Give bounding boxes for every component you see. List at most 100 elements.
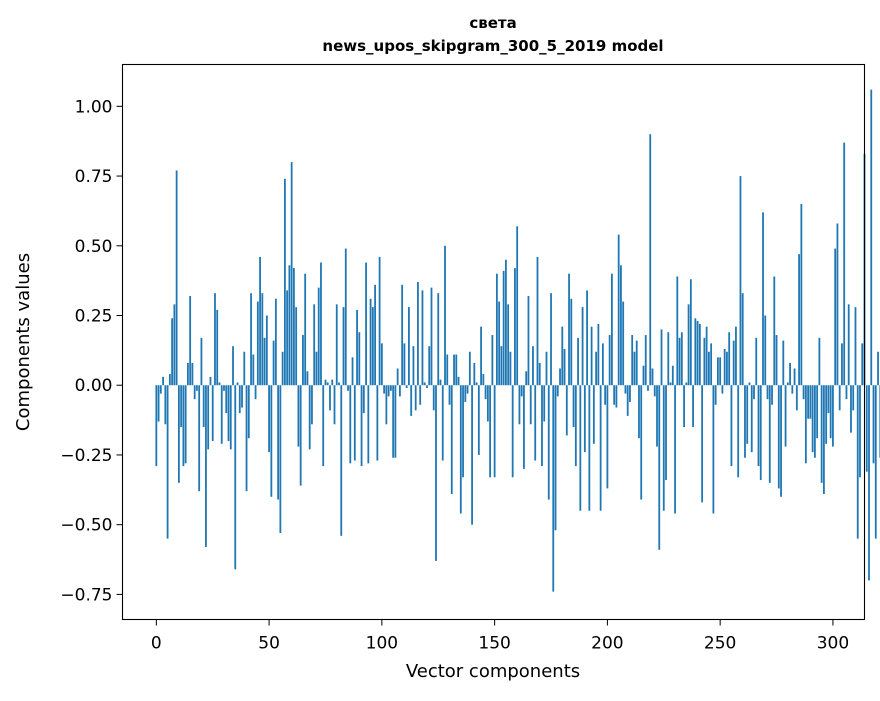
bar-116 (417, 282, 419, 386)
bar-261 (744, 385, 746, 458)
bar-280 (786, 382, 789, 386)
bar-285 (798, 254, 800, 386)
bar-92 (362, 385, 365, 414)
bar-119 (423, 382, 426, 386)
bar-298 (827, 385, 830, 414)
bar-86 (349, 385, 352, 464)
bar-15 (189, 295, 192, 386)
bar-11 (180, 385, 183, 428)
bar-82 (340, 385, 343, 536)
bar-252 (723, 348, 726, 386)
bar-113 (410, 385, 413, 416)
bar-36 (236, 382, 239, 386)
bar-84 (344, 248, 347, 386)
bar-100 (380, 343, 383, 386)
bar-149 (491, 335, 494, 386)
bar-153 (500, 346, 503, 386)
bar-175 (550, 293, 552, 386)
bar-170 (538, 362, 541, 386)
bar-93 (365, 262, 367, 386)
bar-225 (662, 385, 665, 511)
bar-220 (651, 368, 654, 386)
bar-159 (514, 268, 516, 386)
bar-174 (547, 385, 550, 500)
bar-109 (401, 284, 404, 386)
bar-1 (157, 385, 160, 422)
bar-46 (259, 256, 261, 386)
bar-248 (714, 385, 717, 405)
bar-249 (717, 357, 719, 386)
bar-247 (712, 385, 715, 514)
bar-96 (371, 307, 374, 386)
bar-294 (818, 337, 821, 386)
bar-278 (782, 340, 785, 386)
bar-193 (590, 326, 593, 386)
bar-120 (426, 385, 428, 389)
bar-240 (696, 321, 699, 386)
x-tick-label: 0 (151, 634, 162, 654)
bar-20 (200, 337, 203, 386)
bar-279 (784, 385, 787, 447)
bar-63 (297, 385, 300, 447)
bars-group (155, 89, 880, 592)
bar-296 (823, 385, 825, 494)
bar-162 (520, 385, 523, 397)
bar-243 (703, 337, 706, 386)
bar-48 (263, 337, 266, 386)
bar-118 (421, 290, 424, 386)
bar-171 (541, 385, 543, 467)
bar-271 (766, 385, 769, 400)
bar-164 (525, 371, 528, 386)
bar-126 (439, 379, 442, 386)
bar-59 (288, 265, 291, 386)
bar-259 (739, 176, 742, 386)
bar-30 (223, 385, 225, 391)
bar-13 (184, 385, 187, 464)
x-tick-label: 250 (704, 634, 736, 654)
bar-256 (732, 340, 735, 386)
bar-58 (286, 290, 289, 386)
x-tick-label: 150 (478, 634, 510, 654)
bar-21 (202, 385, 205, 428)
bar-52 (272, 340, 275, 386)
bar-148 (489, 385, 492, 478)
bar-226 (665, 385, 667, 481)
bar-214 (638, 385, 640, 439)
bar-53 (274, 298, 277, 386)
x-tick-label: 50 (258, 634, 280, 654)
bar-272 (768, 385, 771, 483)
bar-184 (570, 298, 573, 386)
bar-35 (234, 385, 237, 570)
bar-242 (701, 385, 704, 503)
bar-33 (229, 385, 232, 450)
bar-106 (394, 385, 397, 458)
bar-315 (865, 385, 868, 472)
bar-146 (484, 385, 487, 400)
bar-12 (182, 385, 185, 467)
bar-267 (757, 385, 760, 467)
bar-238 (692, 385, 694, 428)
bar-83 (342, 307, 345, 386)
bar-273 (771, 385, 773, 405)
bar-282 (791, 385, 794, 394)
bar-141 (473, 362, 476, 386)
bar-313 (861, 343, 864, 386)
bar-233 (680, 332, 683, 386)
bar-44 (254, 385, 257, 400)
bar-227 (667, 332, 670, 386)
bar-305 (843, 142, 846, 386)
bar-215 (640, 385, 643, 500)
bar-117 (419, 385, 422, 405)
bar-241 (698, 323, 701, 386)
y-tick-label: −0.50 (60, 516, 112, 536)
bar-131 (450, 385, 453, 494)
bar-25 (211, 385, 214, 442)
y-axis: 1.00 0.75 0.50 0.25 0.00 −0.25 −0.50 −0.75 (60, 97, 123, 605)
bar-269 (762, 212, 764, 386)
bar-140 (471, 385, 473, 525)
bar-308 (850, 385, 852, 433)
bar-210 (629, 385, 631, 402)
bar-180 (561, 326, 564, 386)
y-axis-label: Components values (13, 253, 34, 431)
bar-303 (838, 385, 841, 411)
